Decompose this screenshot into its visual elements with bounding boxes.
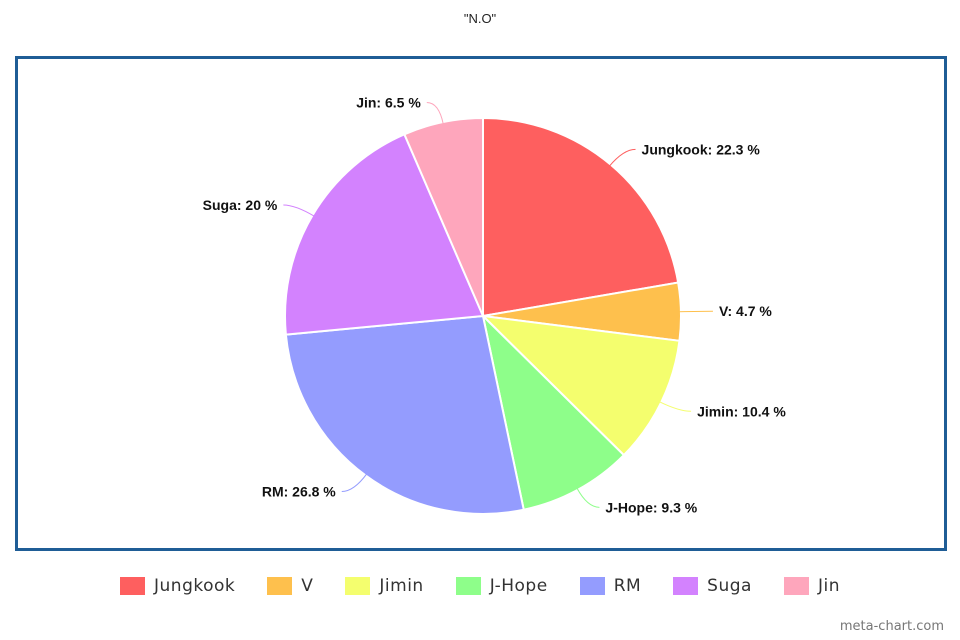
- legend-item-j-hope[interactable]: J-Hope: [455, 576, 548, 596]
- legend-item-jungkook[interactable]: Jungkook: [120, 576, 235, 596]
- pie-chart: Jungkook: 22.3 % V: 4.7 % Jimin: 10.4 % J-H…: [203, 95, 787, 516]
- legend-swatch-v: [267, 577, 293, 595]
- legend: Jungkook V Jimin J-Hope RM Suga Jin: [0, 576, 960, 596]
- legend-item-rm[interactable]: RM: [579, 576, 642, 596]
- legend-swatch-rm: [579, 577, 605, 595]
- plot-area-frame: Jungkook: 22.3 % V: 4.7 % Jimin: 10.4 % J-H…: [15, 56, 947, 551]
- legend-label-suga: Suga: [707, 576, 752, 596]
- connector-line-jimin: [659, 401, 692, 412]
- slice-label-jin: Jin: 6.5 %: [356, 95, 421, 111]
- slice-label-jimin: Jimin: 10.4 %: [697, 403, 786, 419]
- slice-label-rm: RM: 26.8 %: [262, 484, 336, 500]
- legend-item-suga[interactable]: Suga: [673, 576, 752, 596]
- legend-label-jimin: Jimin: [379, 576, 424, 596]
- watermark[interactable]: meta-chart.com: [839, 619, 944, 634]
- legend-item-jimin[interactable]: Jimin: [345, 576, 423, 596]
- slice-label-v: V: 4.7 %: [719, 303, 772, 319]
- connector-line-rm: [341, 473, 368, 493]
- legend-item-v[interactable]: V: [267, 576, 313, 596]
- legend-label-j-hope: J-Hope: [489, 576, 548, 596]
- connector-line-suga: [283, 204, 315, 217]
- legend-item-jin[interactable]: Jin: [783, 576, 840, 596]
- slice-label-jungkook: Jungkook: 22.3 %: [642, 141, 761, 157]
- legend-label-jungkook: Jungkook: [154, 576, 236, 596]
- legend-label-v: V: [301, 576, 314, 596]
- legend-swatch-j-hope: [455, 577, 481, 595]
- legend-label-rm: RM: [613, 576, 642, 596]
- connector-line-jungkook: [608, 148, 636, 167]
- legend-swatch-jungkook: [120, 577, 146, 595]
- legend-swatch-jin: [783, 577, 809, 595]
- legend-swatch-suga: [673, 577, 699, 595]
- slice-label-j-hope: J-Hope: 9.3 %: [605, 499, 697, 515]
- connector-line-j-hope: [576, 487, 600, 508]
- legend-swatch-jimin: [345, 577, 371, 595]
- chart-title: "N.O": [463, 11, 497, 26]
- legend-label-jin: Jin: [817, 576, 840, 596]
- slice-label-suga: Suga: 20 %: [203, 197, 278, 213]
- connector-line-jin: [426, 102, 444, 125]
